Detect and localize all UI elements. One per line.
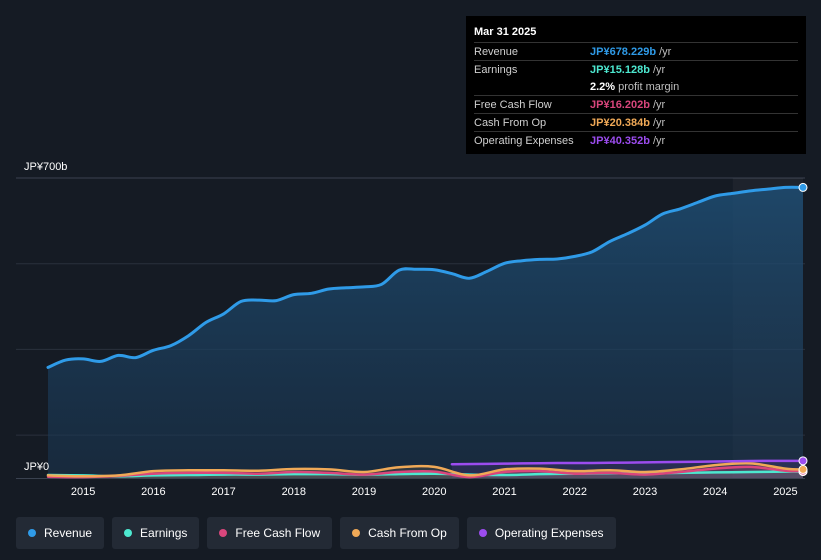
series-areas [48,187,803,478]
operating-expenses-line [450,459,805,466]
x-tick-label: 2018 [282,486,306,498]
tooltip-row-unit: /yr [652,63,666,76]
x-tick-label: 2015 [71,486,95,498]
legend-dot-icon [219,529,228,537]
tooltip-row-label: Earnings [474,63,518,76]
tooltip-row-unit: profit margin [618,80,680,93]
legend-label: Operating Expenses [494,526,604,540]
tooltip-row-unit: /yr [652,116,666,129]
operating-expenses-endpoint [798,456,808,466]
tooltip-row: Free Cash Flow JP¥16.202b/yr [474,95,798,113]
legend-item-cash-from-op[interactable]: Cash From Op [340,517,459,549]
tooltip-row-unit: /yr [652,134,666,147]
revenue-line [46,185,805,369]
tooltip-date: Mar 31 2025 [474,26,537,38]
x-tick-label: 2019 [352,486,376,498]
series-endpoints [798,182,808,477]
y-tick-label-top: JP¥700b [24,161,67,173]
x-tick-label: 2023 [633,486,657,498]
legend-item-earnings[interactable]: Earnings [112,517,200,549]
tooltip-row-value: JP¥40.352b [590,134,650,147]
tooltip-row-unit: /yr [652,98,666,111]
tooltip-row-label: Revenue [474,45,519,58]
legend-label: Revenue [44,526,93,540]
legend-item-revenue[interactable]: Revenue [16,517,105,549]
x-axis-labels: 2015 2016 2017 2018 2019 2020 2021 2022 2023 2024… [71,486,798,498]
tooltip-row-value: JP¥20.384b [590,116,650,129]
tooltip-row-label: Cash From Op [474,116,547,129]
tooltip-row-value: JP¥16.202b [590,98,650,111]
legend-dot-icon [28,529,36,537]
legend-label: Earnings [140,526,188,540]
x-tick-label: 2025 [773,486,797,498]
x-tick-label: 2017 [211,486,235,498]
legend-dot-icon [124,529,133,537]
cash-from-op-line [46,462,805,478]
earnings-line [46,470,805,478]
tooltip-row-value: JP¥15.128b [590,63,650,76]
tooltip-row: Operating Expenses JP¥40.352b/yr [474,131,798,149]
legend-dot-icon [478,529,487,537]
tooltip-row-label: Operating Expenses [474,134,574,147]
x-tick-label: 2024 [703,486,727,498]
y-axis-labels: JP¥700b JP¥0 [24,161,67,473]
tooltip-row: Cash From Op JP¥20.384b/yr [474,113,798,131]
free-cash-flow-line [46,465,805,479]
revenue-endpoint [798,182,808,192]
series-lines [46,185,805,479]
legend-item-free-cash-flow[interactable]: Free Cash Flow [207,517,333,549]
x-tick-label: 2021 [492,486,516,498]
x-tick-label: 2016 [141,486,165,498]
chart-legend: Revenue Earnings Free Cash Flow Cash From O… [16,517,616,549]
legend-item-operating-expenses[interactable]: Operating Expenses [466,517,616,549]
cash-from-op-endpoint [798,464,808,474]
tooltip-row-unit: /yr [659,45,672,58]
legend-label: Free Cash Flow [235,526,321,540]
revenue-area [48,187,803,478]
tooltip-row: Revenue JP¥678.229b/yr [474,42,798,60]
legend-label: Cash From Op [368,526,447,540]
data-tooltip: Mar 31 2025 Revenue JP¥678.229b/yr Earning… [466,16,806,154]
tooltip-row: Earnings JP¥15.128b/yr [474,60,798,78]
tooltip-row-label: Free Cash Flow [474,98,552,111]
tooltip-row: 2.2% profit margin [474,78,798,95]
tooltip-row-value: JP¥678.229b [590,45,657,58]
y-tick-label-zero: JP¥0 [24,461,49,473]
legend-dot-icon [352,529,361,537]
x-tick-label: 2020 [422,486,446,498]
x-tick-label: 2022 [563,486,587,498]
revenue-earnings-chart: JP¥700b JP¥0 2015 2016 2017 2018 2019 2020 202… [16,161,808,498]
tooltip-row-value: 2.2% [590,80,616,93]
